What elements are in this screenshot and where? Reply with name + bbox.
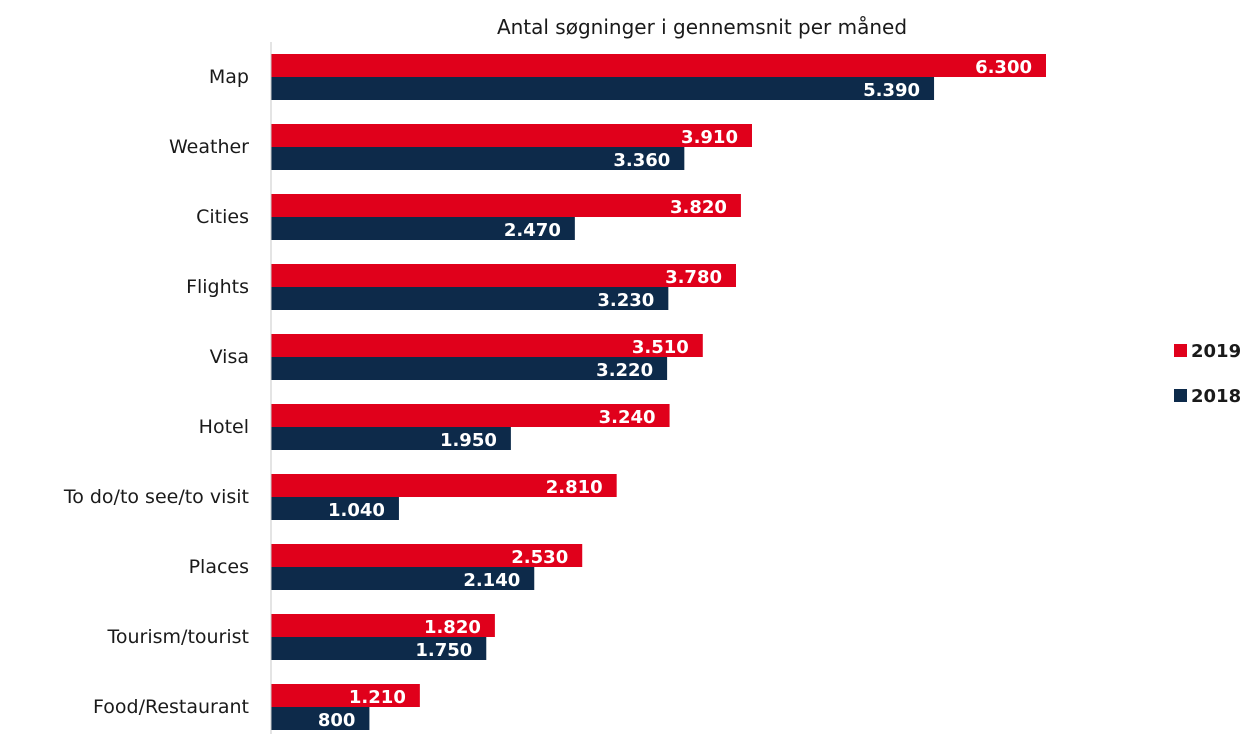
legend-label-2018: 2018 xyxy=(1191,386,1241,407)
data-label-2018: 2.470 xyxy=(504,220,561,241)
bar-2019 xyxy=(271,614,495,637)
data-label-2018: 3.230 xyxy=(597,290,654,311)
bar-2018 xyxy=(271,77,935,100)
bar-2018 xyxy=(271,637,487,660)
bars-layer: Map 6.300 5.390 Weather 3.910 3.360 Cities 3.82… xyxy=(63,54,1046,731)
category-label: Weather xyxy=(169,136,249,158)
data-label-2018: 3.220 xyxy=(596,360,653,381)
legend-swatch-2019 xyxy=(1174,344,1187,357)
data-label-2019: 2.530 xyxy=(511,547,568,568)
bar-2019 xyxy=(271,334,703,357)
data-label-2019: 3.910 xyxy=(681,127,738,148)
category-label: Cities xyxy=(196,206,249,228)
data-label-2018: 1.750 xyxy=(415,640,472,661)
bar-2018 xyxy=(271,497,399,520)
data-label-2018: 5.390 xyxy=(863,80,920,101)
category-label: Flights xyxy=(186,276,249,298)
category-label: To do/to see/to visit xyxy=(63,486,249,508)
bar-2019 xyxy=(271,474,617,497)
bar-2019 xyxy=(271,684,420,707)
data-label-2018: 1.040 xyxy=(328,500,385,521)
legend: 2019 2018 xyxy=(1174,341,1241,407)
data-label-2019: 6.300 xyxy=(975,57,1032,78)
data-label-2018: 800 xyxy=(318,710,356,731)
data-label-2018: 3.360 xyxy=(613,150,670,171)
bar-2019 xyxy=(271,54,1046,77)
category-label: Places xyxy=(189,556,249,578)
category-label: Hotel xyxy=(199,416,249,438)
bar-2019 xyxy=(271,544,583,567)
legend-label-2019: 2019 xyxy=(1191,341,1241,362)
bar-2018 xyxy=(271,707,370,730)
data-label-2018: 1.950 xyxy=(440,430,497,451)
bar-2018 xyxy=(271,357,668,380)
chart-title: Antal søgninger i gennemsnit per måned xyxy=(497,15,907,39)
data-label-2019: 1.820 xyxy=(424,617,481,638)
data-label-2019: 3.820 xyxy=(670,197,727,218)
data-label-2019: 3.780 xyxy=(665,267,722,288)
legend-swatch-2018 xyxy=(1174,389,1187,402)
bar-2019 xyxy=(271,194,741,217)
category-label: Food/Restaurant xyxy=(93,696,249,718)
bar-2018 xyxy=(271,567,535,590)
bar-2019 xyxy=(271,264,736,287)
bar-2018 xyxy=(271,147,685,170)
category-label: Map xyxy=(209,66,249,88)
data-label-2019: 1.210 xyxy=(349,687,406,708)
data-label-2019: 3.510 xyxy=(632,337,689,358)
data-label-2018: 2.140 xyxy=(463,570,520,591)
category-label: Visa xyxy=(210,346,249,368)
bar-2019 xyxy=(271,124,752,147)
bar-2019 xyxy=(271,404,670,427)
data-label-2019: 3.240 xyxy=(599,407,656,428)
data-label-2019: 2.810 xyxy=(546,477,603,498)
category-label: Tourism/tourist xyxy=(107,626,250,648)
bar-2018 xyxy=(271,287,669,310)
bar-2018 xyxy=(271,217,575,240)
bar-2018 xyxy=(271,427,511,450)
